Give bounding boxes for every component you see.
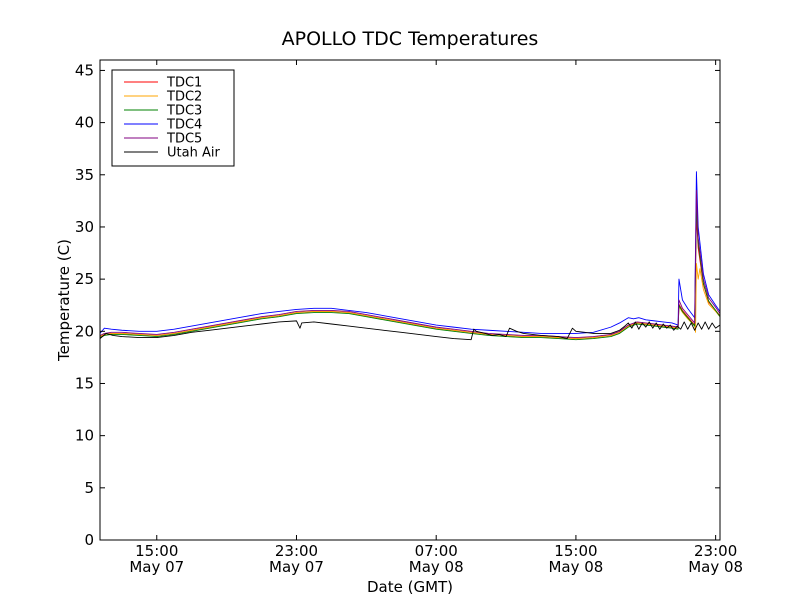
x-tick-label-time: 23:00 [694,542,737,560]
x-tick-label-time: 23:00 [275,542,318,560]
series-line-utah-air [99,320,721,341]
legend-label: Utah Air [167,146,220,161]
y-tick-label: 0 [84,531,94,549]
x-axis-label: Date (GMT) [367,578,453,596]
x-tick-label-time: 07:00 [415,542,458,560]
x-tick-label-time: 15:00 [554,542,597,560]
x-tick-label-date: May 08 [548,558,603,576]
series-line-tdc4 [99,171,721,334]
legend-label: TDC5 [166,132,202,147]
chart-title: APOLLO TDC Temperatures [282,28,539,50]
y-tick-label: 15 [75,374,94,392]
x-tick-label-date: May 08 [409,558,464,576]
y-axis-label: Temperature (C) [55,239,73,362]
legend-frame [111,69,235,167]
y-tick-label: 5 [84,479,94,497]
series-line-tdc5 [99,189,721,339]
y-tick-label: 25 [75,270,94,288]
series-layer [99,171,721,341]
y-tick-label: 10 [75,427,94,445]
x-tick-label-date: May 08 [688,558,743,576]
y-tick-label: 40 [75,114,94,132]
x-tick-label-date: May 07 [129,558,184,576]
y-tick-label: 30 [75,218,94,236]
x-tick-label-time: 15:00 [135,542,178,560]
y-axis: 0 5 10 15 20 25 30 35 40 45 [75,61,720,549]
series-line-tdc3 [99,205,721,341]
y-tick-label: 20 [75,322,94,340]
x-tick-label-date: May 07 [269,558,324,576]
y-tick-label: 45 [75,61,94,79]
legend-label: TDC3 [166,104,202,119]
legend-label: TDC4 [166,118,202,133]
plot-frame [99,59,721,541]
legend-label: TDC2 [166,90,202,105]
y-tick-label: 35 [75,166,94,184]
legend-label: TDC1 [166,76,202,91]
